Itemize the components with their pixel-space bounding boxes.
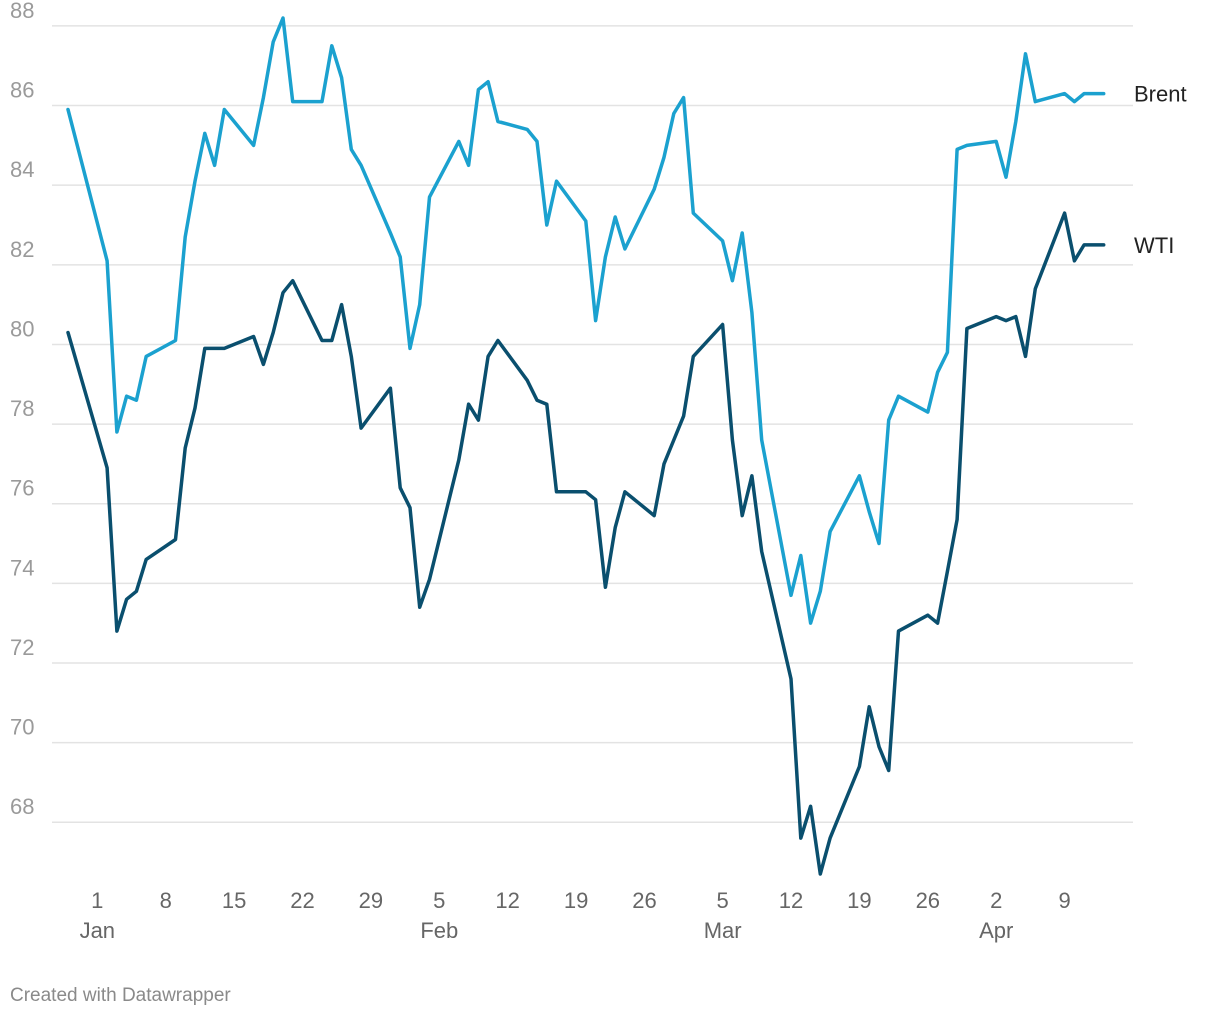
y-tick-label-80: 80 xyxy=(10,316,34,341)
series-label-brent: Brent xyxy=(1134,82,1187,107)
series-line-wti xyxy=(66,211,1106,876)
y-tick-label-74: 74 xyxy=(10,555,34,580)
x-tick-label-day-8: 26 xyxy=(632,888,656,913)
x-tick-label-day-4: 29 xyxy=(359,888,383,913)
y-tick-label-68: 68 xyxy=(10,794,34,819)
x-tick-label-day-0: 1 xyxy=(91,888,103,913)
credit-text: Created with Datawrapper xyxy=(10,985,231,1006)
x-tick-label-month-feb: Feb xyxy=(420,918,458,943)
series-lines xyxy=(66,16,1106,876)
series-end-labels: Brent WTI xyxy=(1134,82,1187,258)
y-axis-tick-labels: 68 70 72 74 76 78 80 82 84 86 88 xyxy=(10,0,34,819)
x-tick-label-day-7: 19 xyxy=(564,888,588,913)
y-tick-label-86: 86 xyxy=(10,78,34,103)
y-tick-label-78: 78 xyxy=(10,396,34,421)
series-label-wti: WTI xyxy=(1134,233,1174,258)
x-tick-label-day-6: 12 xyxy=(495,888,519,913)
y-tick-label-82: 82 xyxy=(10,237,34,262)
y-tick-label-70: 70 xyxy=(10,715,34,740)
x-tick-label-day-10: 12 xyxy=(779,888,803,913)
x-tick-label-day-5: 5 xyxy=(433,888,445,913)
x-tick-label-day-14: 9 xyxy=(1058,888,1070,913)
x-tick-label-month-mar: Mar xyxy=(704,918,742,943)
x-tick-label-month-jan: Jan xyxy=(80,918,115,943)
y-tick-label-76: 76 xyxy=(10,476,34,501)
x-tick-label-month-apr: Apr xyxy=(979,918,1013,943)
x-tick-label-day-1: 8 xyxy=(160,888,172,913)
x-tick-label-day-13: 2 xyxy=(990,888,1002,913)
series-line-brent xyxy=(66,16,1106,625)
x-tick-label-day-9: 5 xyxy=(717,888,729,913)
y-tick-label-72: 72 xyxy=(10,635,34,660)
x-tick-label-day-2: 15 xyxy=(222,888,246,913)
y-tick-label-88: 88 xyxy=(10,0,34,23)
y-tick-label-84: 84 xyxy=(10,157,34,182)
x-tick-label-day-3: 22 xyxy=(290,888,314,913)
x-tick-label-day-11: 19 xyxy=(847,888,871,913)
x-axis-tick-labels: 1 Jan 8 15 22 29 5 Feb 12 19 26 5 Mar 12 19 26 2 Apr 9 xyxy=(80,888,1071,943)
x-tick-label-day-12: 26 xyxy=(916,888,940,913)
